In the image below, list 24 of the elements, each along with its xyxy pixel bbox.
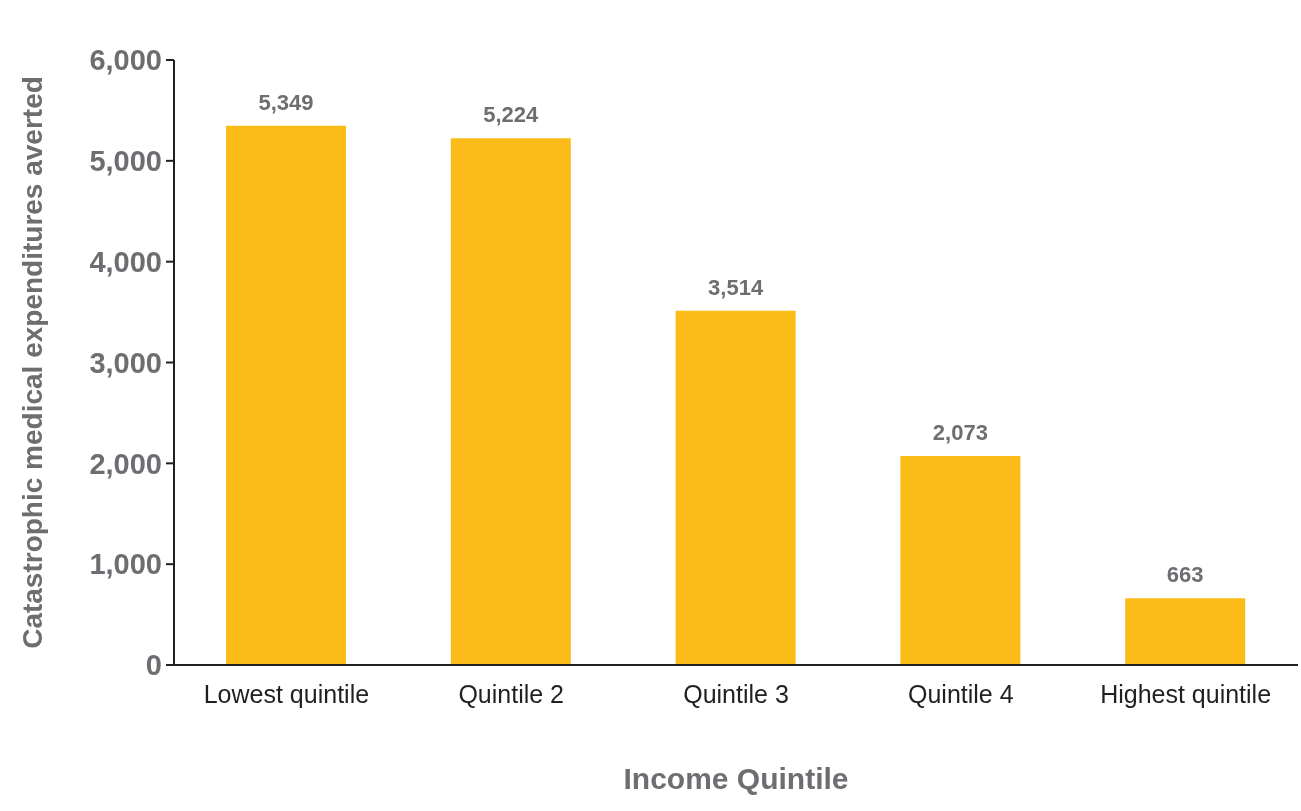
data-label: 2,073 xyxy=(932,419,988,445)
x-tick-label: Lowest quintile xyxy=(203,679,370,708)
data-label: 663 xyxy=(1166,562,1204,588)
y-tick-label: 6,000 xyxy=(89,44,162,77)
x-tick-label: Highest quintile xyxy=(1100,679,1272,708)
y-tick-label: 3,000 xyxy=(89,346,162,379)
data-label: 3,514 xyxy=(708,274,764,300)
y-tick-label: 0 xyxy=(145,649,162,682)
bar xyxy=(675,310,796,665)
x-tick-label: Quintile 4 xyxy=(907,679,1014,708)
y-axis-title: Catastrophic medical expenditures averted xyxy=(16,76,48,649)
data-label: 5,224 xyxy=(483,102,540,128)
bar xyxy=(1125,598,1246,665)
y-tick-label: 4,000 xyxy=(89,245,162,278)
x-tick-label: Quintile 3 xyxy=(683,679,789,708)
bar xyxy=(226,125,346,665)
x-tick-label: Quintile 2 xyxy=(458,679,565,708)
bar xyxy=(450,138,571,665)
y-tick-label: 2,000 xyxy=(89,447,162,480)
y-tick-label: 1,000 xyxy=(89,548,162,581)
data-label: 5,349 xyxy=(258,89,314,115)
x-axis-title: Income Quintile xyxy=(623,762,849,795)
y-tick-label: 5,000 xyxy=(89,145,162,178)
bar xyxy=(900,455,1021,665)
